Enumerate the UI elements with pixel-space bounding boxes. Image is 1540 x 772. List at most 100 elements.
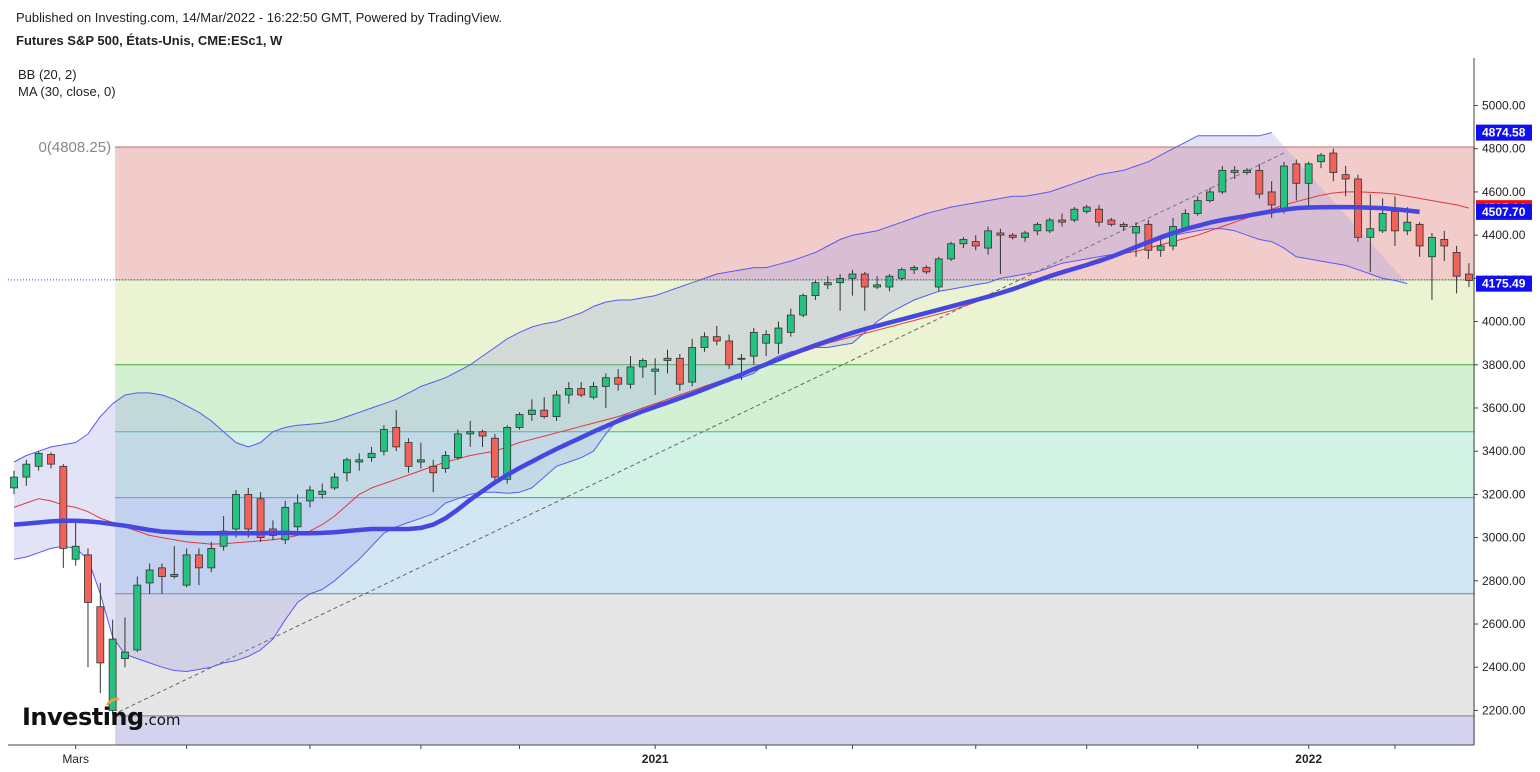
candle-body: [1008, 234, 1017, 238]
candle: [281, 500, 290, 545]
candle-body: [860, 273, 869, 288]
candle-body: [195, 554, 203, 569]
bb-legend-label[interactable]: BB (20, 2): [18, 67, 77, 82]
candle: [404, 438, 413, 473]
candle-body: [1082, 206, 1091, 212]
price-label-box: [1476, 203, 1532, 220]
candle-body: [996, 232, 1005, 236]
price-axis-label: 3800.00: [1482, 358, 1526, 372]
candle-body: [478, 431, 487, 437]
candle-body: [466, 431, 475, 435]
candle: [762, 330, 771, 357]
candle: [910, 265, 918, 275]
candle-body: [934, 258, 943, 288]
candle: [1230, 166, 1239, 179]
candle: [343, 457, 351, 482]
candle-body: [799, 295, 808, 316]
bb-fill: [14, 132, 1408, 672]
candle: [1440, 230, 1449, 262]
candle: [121, 617, 129, 668]
candle: [1095, 204, 1103, 227]
candle-body: [577, 388, 586, 396]
candle: [1329, 148, 1338, 182]
candle-body: [1267, 191, 1276, 206]
price-label: 4507.70: [1476, 203, 1532, 220]
candle: [601, 373, 610, 408]
candle-body: [1255, 169, 1264, 195]
candle: [515, 412, 524, 430]
candle-body: [1230, 169, 1239, 173]
candle: [873, 276, 881, 290]
candle: [96, 582, 105, 694]
candle: [688, 338, 697, 387]
candle: [897, 267, 906, 281]
candle-body: [355, 459, 364, 463]
candle: [10, 470, 18, 495]
candle-body: [1107, 219, 1116, 225]
candle-body: [379, 429, 388, 452]
candle: [725, 334, 734, 370]
price-label: 4874.58: [1476, 124, 1532, 141]
candle-body: [601, 377, 610, 387]
candle: [589, 382, 598, 400]
candle-body: [675, 357, 684, 385]
candle: [984, 226, 992, 255]
candle-body: [897, 269, 906, 279]
candle: [453, 429, 462, 460]
candle: [786, 308, 795, 337]
candle-body: [1280, 165, 1288, 210]
candle-body: [564, 388, 573, 396]
candle: [1341, 166, 1350, 197]
candle-body: [947, 243, 955, 260]
candle: [947, 241, 955, 262]
fib-zone: [115, 431, 1475, 498]
ma30-line: [13, 204, 1420, 536]
candle-body: [392, 427, 401, 448]
candle: [22, 459, 31, 486]
candle: [145, 563, 154, 594]
candle-body: [293, 502, 302, 528]
candle: [392, 410, 401, 452]
candle: [1243, 168, 1251, 175]
candle-body: [59, 465, 68, 549]
candle-body: [1119, 223, 1128, 227]
ma-legend-label[interactable]: MA (30, close, 0): [18, 84, 116, 99]
candle-body: [1021, 232, 1029, 238]
logo-swoosh-icon: [106, 697, 120, 706]
candle: [712, 325, 721, 346]
candle-body: [232, 493, 240, 530]
fib-zone: [115, 715, 1475, 745]
time-axis-label: Mars: [62, 752, 89, 766]
candle-body: [1403, 221, 1412, 232]
price-axis-label: 2800.00: [1482, 574, 1526, 588]
candle-body: [786, 314, 795, 333]
candle: [1033, 222, 1042, 236]
price-label: 4175.49: [1476, 275, 1532, 292]
candle-body: [589, 385, 598, 398]
candle: [1465, 263, 1473, 287]
candle-body: [614, 377, 623, 385]
candle: [158, 563, 166, 594]
candle: [638, 358, 647, 378]
candle-body: [429, 465, 438, 474]
candle: [47, 452, 55, 469]
candle-body: [688, 347, 697, 383]
candle: [478, 429, 487, 447]
price-axis-label: 3600.00: [1482, 401, 1526, 415]
candle: [934, 256, 943, 292]
candle-body: [984, 230, 992, 249]
candle: [355, 453, 364, 471]
candle-body: [700, 336, 709, 348]
price-label-box: [1476, 275, 1532, 292]
candle: [1021, 230, 1029, 242]
candle-body: [651, 368, 660, 372]
candle-body: [453, 433, 462, 459]
candle: [182, 548, 191, 588]
candle: [244, 487, 253, 538]
candle: [860, 271, 869, 311]
candle: [996, 228, 1005, 275]
candle-body: [1193, 200, 1202, 214]
fib-top-label: 0(4808.25): [39, 139, 112, 156]
candle-body: [416, 459, 425, 463]
